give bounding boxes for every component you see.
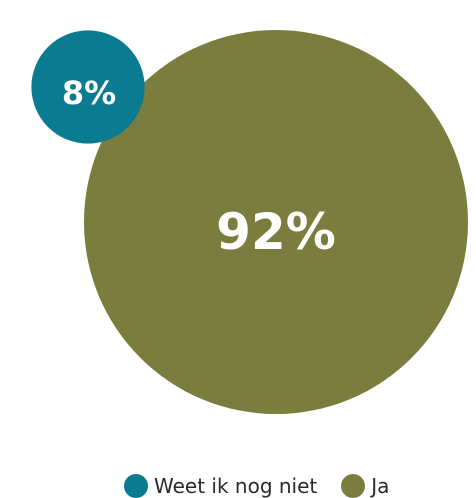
legend-swatch-ja [341, 474, 366, 498]
bubble-weet-ik-nog-niet [31, 30, 145, 144]
legend-label-weet-ik-nog-niet: Weet ik nog niet [154, 474, 318, 498]
legend-item-ja: Ja [341, 474, 389, 498]
legend-swatch-weet-ik-nog-niet [124, 474, 148, 498]
legend-item-weet-ik-nog-niet: Weet ik nog niet [124, 474, 317, 498]
legend: Weet ik nog niet Ja [124, 474, 389, 498]
legend-label-ja: Ja [371, 474, 390, 498]
bubble-label-ja: 92% [216, 203, 336, 261]
bubble-label-weet-ik-nog-niet: 8% [62, 74, 116, 112]
bubble-ja [84, 30, 468, 414]
